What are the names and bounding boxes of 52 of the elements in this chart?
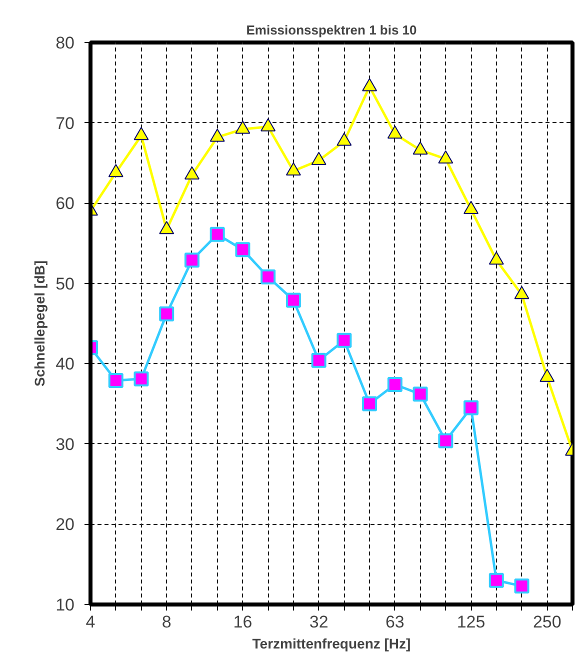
point xyxy=(210,226,225,242)
point xyxy=(210,128,225,142)
chart-title: Emissionsspektren 1 bis 10 xyxy=(246,22,417,38)
x-tick-label: 63 xyxy=(385,612,404,632)
y-axis-title: Schnellepegel [dB] xyxy=(32,260,48,387)
point xyxy=(134,371,149,386)
x-tick-label: 125 xyxy=(456,612,486,632)
point xyxy=(362,78,378,92)
point xyxy=(438,150,454,164)
x-tick-label: 250 xyxy=(532,612,562,632)
y-tick-label: 70 xyxy=(56,114,75,133)
x-tick-label: 8 xyxy=(162,612,172,632)
y-tick-label: 20 xyxy=(56,515,75,534)
point xyxy=(184,252,200,268)
point xyxy=(134,127,149,140)
point xyxy=(311,152,326,166)
point xyxy=(311,352,326,368)
point xyxy=(438,433,454,448)
point xyxy=(488,572,504,588)
point xyxy=(387,377,402,392)
point xyxy=(514,578,530,594)
point xyxy=(235,242,250,258)
x-tick-label: 16 xyxy=(233,612,252,632)
point xyxy=(235,120,250,134)
point xyxy=(514,286,530,300)
point xyxy=(108,373,124,388)
point xyxy=(108,164,124,178)
point xyxy=(260,118,276,132)
point xyxy=(336,332,352,348)
y-tick-label: 50 xyxy=(56,274,75,294)
point xyxy=(488,251,504,265)
y-tick-label: 30 xyxy=(56,434,75,454)
point xyxy=(412,142,428,155)
point xyxy=(362,396,378,412)
point xyxy=(464,400,479,416)
x-axis-title: Terzmittenfrequenz [Hz] xyxy=(252,636,411,652)
y-tick-label: 40 xyxy=(56,354,75,374)
y-tick-label: 60 xyxy=(56,194,75,214)
point xyxy=(336,132,352,146)
x-tick-label: 32 xyxy=(309,612,328,632)
point xyxy=(286,162,301,176)
y-tick-label: 10 xyxy=(56,596,75,614)
point xyxy=(464,200,479,214)
point xyxy=(387,125,402,139)
point xyxy=(184,166,200,180)
point xyxy=(260,269,276,284)
y-tick-label: 80 xyxy=(56,34,75,52)
point xyxy=(286,292,301,308)
point xyxy=(159,306,174,322)
point xyxy=(159,220,174,234)
x-tick-label: 4 xyxy=(86,612,96,632)
point xyxy=(412,386,428,402)
